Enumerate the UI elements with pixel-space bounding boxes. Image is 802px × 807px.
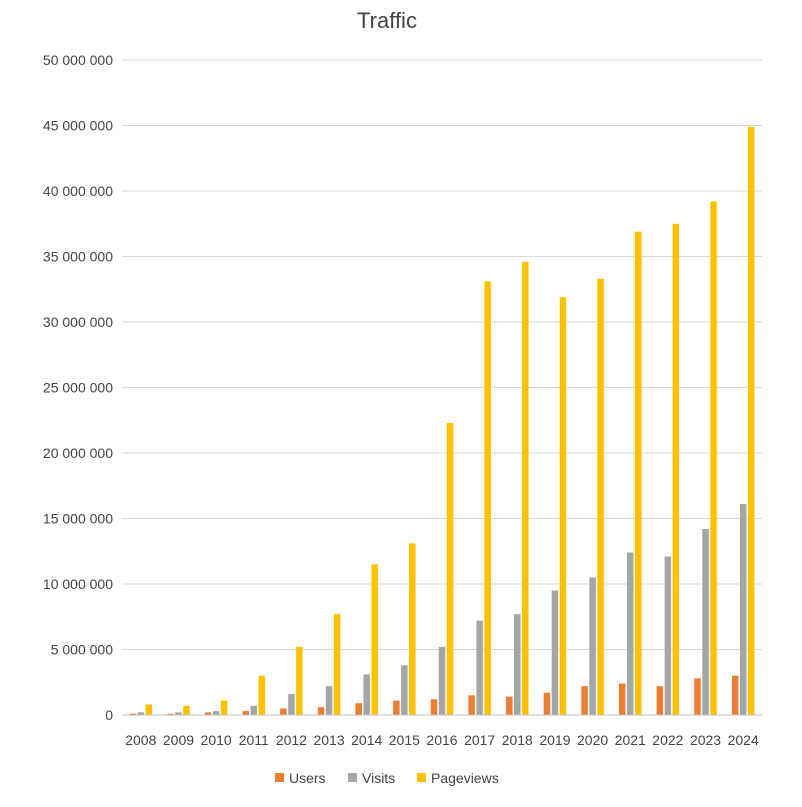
x-tick-label: 2020 (577, 732, 608, 748)
bar-pageviews-2024 (747, 126, 755, 715)
legend-item-visits: Visits (348, 770, 395, 786)
x-tick-label: 2019 (539, 732, 570, 748)
x-tick-label: 2016 (426, 732, 457, 748)
x-tick-label: 2010 (201, 732, 232, 748)
bar-users-2015 (393, 700, 400, 715)
bar-visits-2008 (137, 712, 145, 715)
bar-visits-2020 (589, 577, 596, 715)
bar-visits-2014 (363, 674, 370, 715)
bar-visits-2021 (626, 552, 634, 715)
chart-title: Traffic (357, 8, 417, 33)
x-tick-label: 2023 (690, 732, 721, 748)
bar-visits-2011 (250, 705, 258, 715)
bar-visits-2012 (288, 694, 295, 715)
bar-pageviews-2018 (522, 261, 529, 715)
bar-pageviews-2020 (597, 278, 604, 715)
bar-pageviews-2011 (258, 675, 266, 715)
x-tick-label: 2015 (389, 732, 420, 748)
bar-visits-2015 (401, 665, 408, 715)
x-tick-label: 2008 (125, 732, 156, 748)
bar-users-2017 (468, 695, 475, 715)
x-tick-label: 2012 (276, 732, 307, 748)
x-tick-label: 2018 (502, 732, 533, 748)
bar-users-2022 (656, 686, 664, 715)
x-tick-label: 2013 (313, 732, 344, 748)
bar-users-2024 (731, 675, 739, 715)
bar-pageviews-2019 (559, 297, 567, 715)
bar-users-2013 (317, 707, 325, 715)
bar-visits-2013 (325, 686, 333, 715)
x-tick-label: 2017 (464, 732, 495, 748)
x-tick-label: 2024 (728, 732, 759, 748)
bar-pageviews-2013 (333, 614, 341, 715)
legend-label: Pageviews (431, 770, 499, 786)
bar-visits-2024 (739, 504, 747, 715)
legend-swatch (275, 773, 284, 782)
bar-visits-2009 (175, 712, 182, 715)
bars (129, 126, 755, 716)
legend-label: Users (289, 770, 326, 786)
y-tick-label: 45 000 000 (43, 118, 113, 134)
bar-pageviews-2012 (296, 646, 303, 715)
legend-item-users: Users (275, 770, 326, 786)
bar-pageviews-2022 (672, 223, 680, 715)
legend-swatch (417, 773, 426, 782)
x-tick-label: 2014 (351, 732, 382, 748)
y-tick-label: 15 000 000 (43, 511, 113, 527)
x-tick-label: 2009 (163, 732, 194, 748)
x-tick-label: 2011 (239, 732, 269, 748)
y-tick-label: 50 000 000 (43, 52, 113, 68)
gridlines (122, 59, 762, 650)
bar-pageviews-2015 (409, 543, 416, 715)
y-tick-label: 30 000 000 (43, 314, 113, 330)
x-tick-label: 2022 (652, 732, 683, 748)
y-tick-label: 5 000 000 (51, 642, 113, 658)
bar-pageviews-2009 (183, 705, 190, 715)
bar-users-2010 (204, 712, 212, 715)
bar-users-2016 (430, 699, 438, 715)
bar-pageviews-2023 (710, 201, 717, 716)
bar-users-2014 (355, 703, 362, 715)
bar-users-2019 (543, 692, 551, 715)
bar-visits-2022 (664, 556, 672, 715)
bar-pageviews-2016 (446, 422, 454, 715)
bar-visits-2017 (476, 620, 483, 715)
bar-visits-2019 (551, 590, 559, 715)
y-tick-label: 40 000 000 (43, 183, 113, 199)
x-tick-label: 2021 (615, 732, 646, 748)
bar-pageviews-2008 (145, 704, 153, 715)
bar-users-2012 (280, 708, 287, 715)
x-axis-ticks: 2008 2009 2010 2011 2012 2013 2014 2015 2016 2017… (125, 732, 759, 748)
bar-users-2011 (242, 711, 250, 715)
legend: Users Visits Pageviews (275, 770, 499, 786)
bar-users-2021 (618, 683, 626, 715)
legend-item-pageviews: Pageviews (417, 770, 499, 786)
y-axis-ticks: 0 5 000 000 10 000 000 15 000 000 20 000 000… (43, 52, 113, 723)
bar-pageviews-2021 (634, 231, 642, 716)
y-tick-label: 25 000 000 (43, 380, 113, 396)
bar-visits-2018 (514, 614, 521, 715)
y-tick-label: 35 000 000 (43, 249, 113, 265)
bar-pageviews-2010 (220, 700, 228, 715)
y-tick-label: 20 000 000 (43, 445, 113, 461)
legend-label: Visits (362, 770, 395, 786)
bar-users-2023 (694, 678, 701, 715)
y-tick-label: 0 (105, 707, 113, 723)
bar-visits-2023 (702, 528, 709, 715)
bar-pageviews-2017 (484, 281, 491, 715)
bar-visits-2010 (212, 711, 220, 715)
y-tick-label: 10 000 000 (43, 576, 113, 592)
bar-users-2008 (129, 713, 137, 715)
legend-swatch (348, 773, 357, 782)
bar-users-2009 (167, 713, 174, 715)
bar-pageviews-2014 (371, 564, 378, 715)
bar-users-2020 (581, 686, 588, 715)
bar-users-2018 (506, 696, 513, 715)
bar-visits-2016 (438, 646, 446, 715)
